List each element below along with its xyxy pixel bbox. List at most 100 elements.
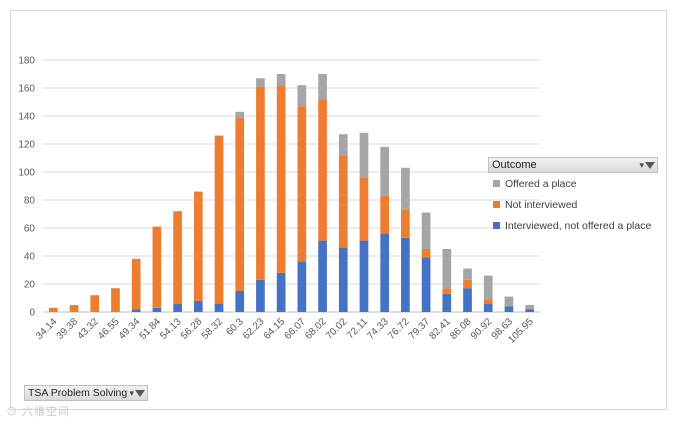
bar-segment xyxy=(318,74,327,100)
bar-segment xyxy=(421,257,431,312)
bar-segment xyxy=(214,303,224,312)
bar-segment xyxy=(69,305,79,312)
x-tick-label: 66.07 xyxy=(282,316,308,342)
legend-swatch xyxy=(493,222,500,229)
bar-segment xyxy=(318,99,327,241)
legend-item-offered[interactable]: Offered a place xyxy=(488,173,658,194)
y-tick-label: 100 xyxy=(18,168,35,179)
bar-segment xyxy=(504,306,514,312)
legend-swatch xyxy=(493,180,500,187)
funnel-filter-icon xyxy=(135,389,145,397)
legend-header[interactable]: Outcome ▾ xyxy=(488,157,658,173)
bar-segment xyxy=(152,226,162,308)
bar-segment xyxy=(442,249,452,289)
bar-segment xyxy=(421,249,431,258)
bar-segment xyxy=(525,305,534,310)
x-tick-label: 64.15 xyxy=(262,316,288,342)
x-tick-label: 58.32 xyxy=(200,316,226,342)
x-tick-label: 72.11 xyxy=(345,316,370,341)
bar-segment xyxy=(401,237,410,312)
bar-segment xyxy=(483,275,493,300)
dropdown-arrow-icon: ▾ xyxy=(129,388,134,398)
bar-segment xyxy=(463,288,472,312)
legend-item-interviewed-not-offered[interactable]: Interviewed, not offered a place xyxy=(488,215,658,236)
bar-segment xyxy=(338,247,348,312)
x-tick-label: 82.41 xyxy=(427,316,453,342)
bar-segment xyxy=(235,291,245,312)
bar-segment xyxy=(256,279,265,312)
y-tick-label: 140 xyxy=(18,112,35,123)
dropdown-arrow-icon: ▾ xyxy=(639,160,644,170)
legend-swatch xyxy=(493,201,500,208)
bar-segment xyxy=(338,155,348,248)
bar-segment xyxy=(297,261,307,312)
bar-segment xyxy=(359,240,369,312)
bar-segment xyxy=(338,134,348,156)
x-tick-label: 74.33 xyxy=(365,316,391,342)
bar-segment xyxy=(380,195,390,234)
bar-segment xyxy=(131,258,141,310)
bar-segment xyxy=(111,288,120,312)
bar-segment xyxy=(442,288,452,294)
field-filter-button[interactable]: TSA Problem Solving ▾ xyxy=(24,385,148,401)
x-tick-label: 68.02 xyxy=(303,316,329,342)
bar-segment xyxy=(152,307,162,312)
bar-segment xyxy=(442,293,452,312)
x-tick-label: 46.55 xyxy=(96,316,122,342)
bar-segment xyxy=(297,106,307,262)
y-tick-label: 0 xyxy=(29,308,35,319)
bar-segment xyxy=(359,132,369,178)
bar-segment xyxy=(525,309,534,312)
y-tick-label: 40 xyxy=(24,252,36,263)
bar-segment xyxy=(276,85,286,273)
bar-segment xyxy=(463,279,472,289)
bar-segment xyxy=(276,272,286,312)
bar-segment xyxy=(483,299,493,304)
x-tick-label: 56.28 xyxy=(179,316,205,342)
bar-segment xyxy=(235,111,245,118)
legend-label: Interviewed, not offered a place xyxy=(505,219,652,232)
bar-segment xyxy=(401,209,410,238)
bar-segment xyxy=(380,233,390,312)
legend-panel: Outcome ▾ Offered a place Not interviewe… xyxy=(488,157,658,243)
x-tick-label: 43.32 xyxy=(75,316,101,342)
x-tick-label: 49.34 xyxy=(117,316,143,342)
bar-segment xyxy=(483,303,493,312)
bar-segment xyxy=(276,74,286,86)
bar-segment xyxy=(214,135,224,304)
x-tick-label: 76.72 xyxy=(386,316,412,342)
bar-segment xyxy=(193,191,203,301)
x-tick-label: 54.13 xyxy=(158,316,184,342)
bar-segment xyxy=(90,295,100,312)
field-filter-control[interactable]: ▾ xyxy=(127,387,145,399)
bar-segment xyxy=(297,85,307,107)
bar-segment xyxy=(359,177,369,241)
x-tick-label: 86.08 xyxy=(448,316,474,342)
x-tick-label: 62.23 xyxy=(241,316,267,342)
bar-segment xyxy=(463,268,472,280)
legend-label: Not interviewed xyxy=(505,198,578,211)
bar-segment xyxy=(173,211,182,304)
bar-segment xyxy=(380,146,390,196)
bar-segment xyxy=(131,309,141,312)
x-tick-label: 39.38 xyxy=(55,316,81,342)
bar-segment xyxy=(504,296,514,307)
y-tick-label: 60 xyxy=(24,224,36,235)
watermark: ⊙ 六维空间 xyxy=(6,406,71,418)
field-button-label: TSA Problem Solving xyxy=(28,387,128,399)
bar-segment xyxy=(256,86,265,280)
legend-label: Offered a place xyxy=(505,177,577,190)
bar-segment xyxy=(235,117,245,292)
legend-filter-button[interactable]: ▾ xyxy=(637,159,655,171)
y-tick-label: 20 xyxy=(24,280,36,291)
legend-item-not-interviewed[interactable]: Not interviewed xyxy=(488,194,658,215)
chart-frame xyxy=(10,10,667,410)
funnel-filter-icon xyxy=(645,161,655,169)
y-tick-label: 160 xyxy=(18,84,35,95)
y-tick-label: 80 xyxy=(24,196,36,207)
x-tick-label: 34.14 xyxy=(34,316,60,342)
bar-segment xyxy=(173,303,182,312)
x-tick-label: 79.37 xyxy=(407,316,433,342)
bar-segment xyxy=(318,240,327,312)
